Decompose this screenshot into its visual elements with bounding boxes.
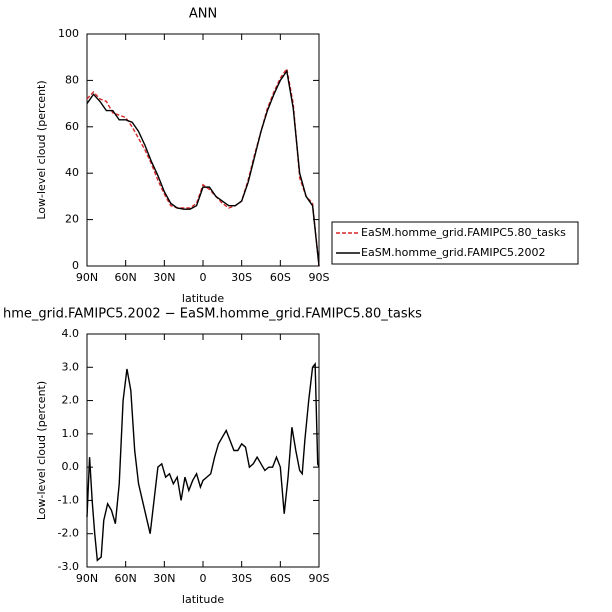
x-axis-label: latitude bbox=[182, 593, 224, 606]
x-tick-label: 60S bbox=[270, 271, 291, 284]
data-line bbox=[86, 69, 320, 267]
chart-title: ANN bbox=[189, 7, 217, 22]
x-tick-label: 30S bbox=[231, 572, 252, 585]
legend-label: EaSM.homme_grid.FAMIPC5.80_tasks bbox=[361, 226, 566, 239]
x-tick-label: 90S bbox=[309, 572, 330, 585]
y-tick-label: -1.0 bbox=[58, 493, 79, 506]
legend-box bbox=[331, 221, 579, 265]
y-tick-label: -2.0 bbox=[58, 527, 79, 540]
y-tick-label: 100 bbox=[58, 27, 79, 40]
x-tick-label: 60S bbox=[270, 572, 291, 585]
x-tick-label: 30S bbox=[231, 271, 252, 284]
y-tick-label: -3.0 bbox=[58, 560, 79, 573]
chart-title: hme_grid.FAMIPC5.2002 − EaSM.homme_grid.… bbox=[3, 307, 422, 322]
x-tick-label: 90N bbox=[76, 572, 98, 585]
x-tick-label: 90N bbox=[76, 271, 98, 284]
y-tick-label: 1.0 bbox=[62, 427, 80, 440]
x-tick-label: 60N bbox=[115, 572, 137, 585]
x-tick-label: 30N bbox=[153, 271, 175, 284]
y-tick-label: 0 bbox=[72, 259, 79, 272]
y-tick-label: 20 bbox=[65, 213, 79, 226]
legend-label: EaSM.homme_grid.FAMIPC5.2002 bbox=[361, 246, 545, 259]
x-axis-label: latitude bbox=[182, 292, 224, 305]
x-tick-label: 0 bbox=[200, 271, 207, 284]
plot-frame bbox=[86, 33, 320, 267]
y-tick-label: 0.0 bbox=[62, 460, 80, 473]
plot-frame bbox=[86, 333, 320, 568]
y-tick-label: 3.0 bbox=[62, 360, 80, 373]
x-tick-label: 90S bbox=[309, 271, 330, 284]
x-tick-label: 60N bbox=[115, 271, 137, 284]
y-axis-label: Low-level cloud (percent) bbox=[35, 80, 48, 219]
y-tick-label: 2.0 bbox=[62, 394, 80, 407]
data-line bbox=[86, 361, 320, 562]
x-tick-label: 30N bbox=[153, 572, 175, 585]
y-tick-label: 4.0 bbox=[62, 327, 80, 340]
y-tick-label: 40 bbox=[65, 166, 79, 179]
x-tick-label: 0 bbox=[200, 572, 207, 585]
y-tick-label: 60 bbox=[65, 120, 79, 133]
y-tick-label: 80 bbox=[65, 73, 79, 86]
data-line bbox=[86, 67, 320, 267]
y-axis-label: Low-level cloud (percent) bbox=[35, 381, 48, 520]
